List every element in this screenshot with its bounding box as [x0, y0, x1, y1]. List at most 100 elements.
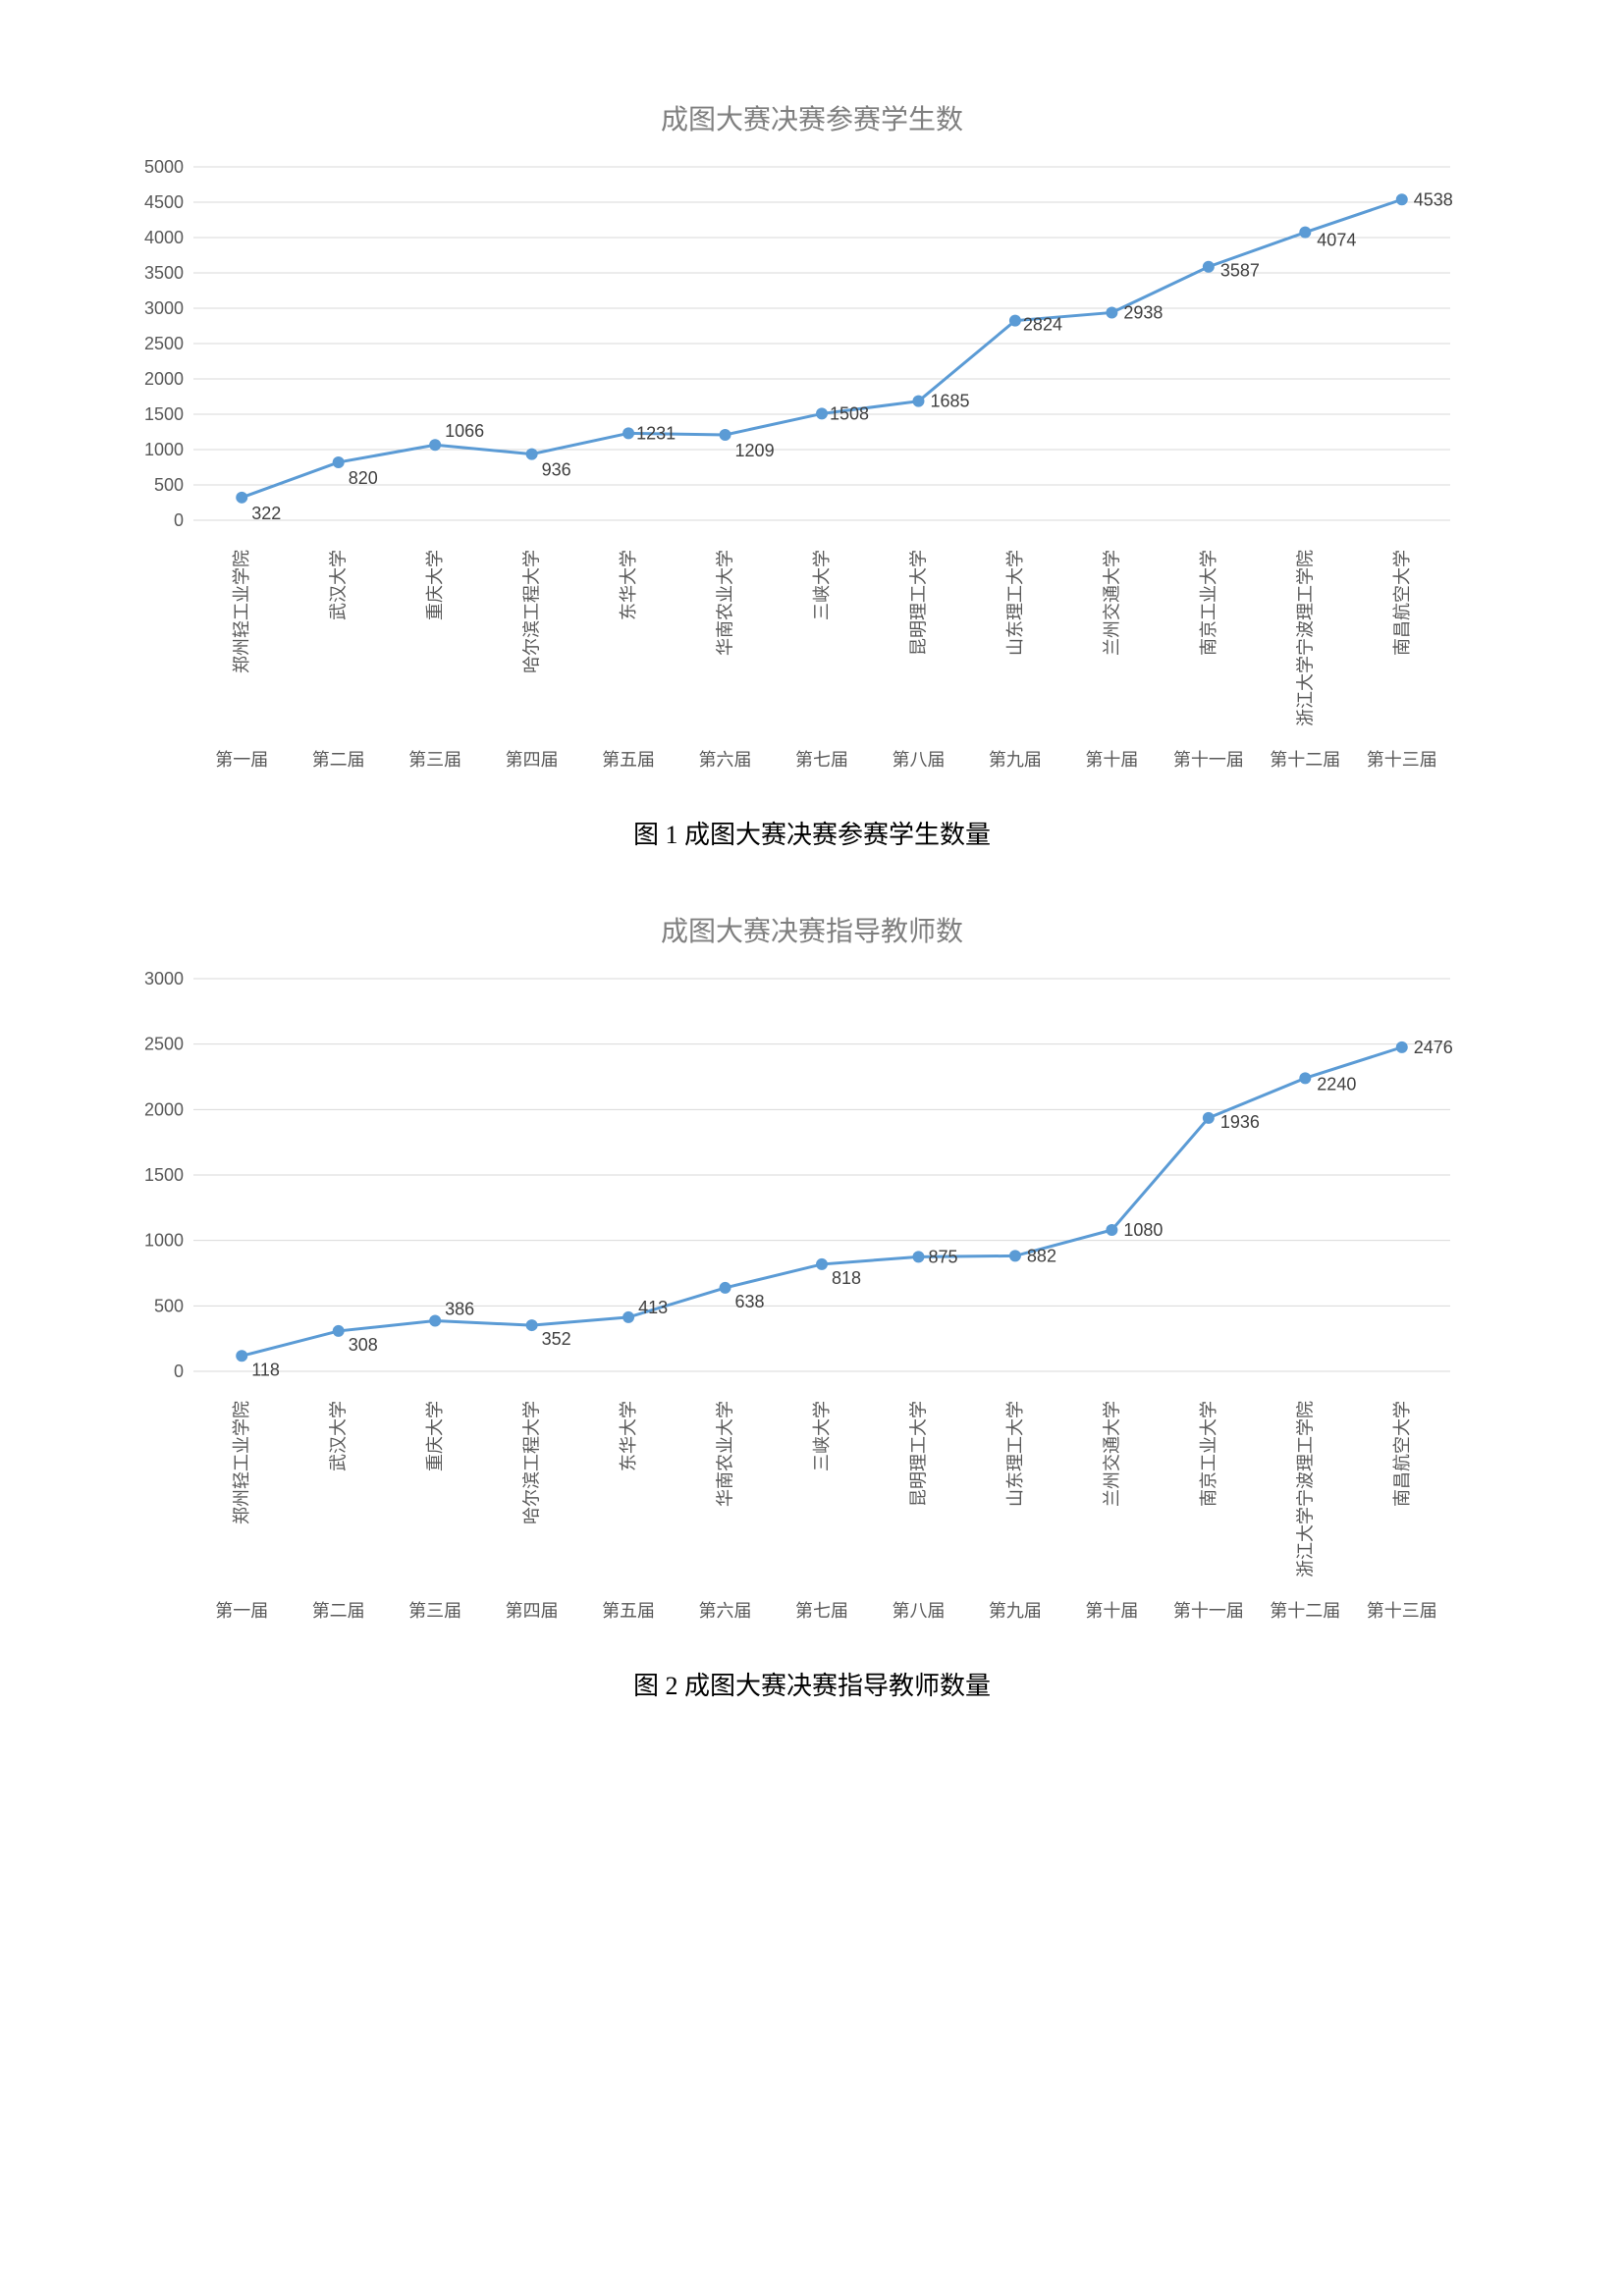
- x-bottom-label: 第三届: [408, 750, 461, 770]
- x-bottom-label: 第四届: [506, 750, 559, 770]
- data-marker: [526, 1319, 538, 1331]
- y-tick-label: 5000: [144, 157, 184, 177]
- x-vertical-label: 山东理工大学: [1005, 550, 1025, 656]
- x-bottom-label: 第二届: [312, 750, 365, 770]
- x-bottom-label: 第十届: [1085, 1601, 1138, 1621]
- data-label: 352: [542, 1329, 571, 1349]
- data-label: 308: [349, 1335, 378, 1355]
- y-tick-label: 500: [154, 475, 184, 495]
- y-tick-label: 2500: [144, 334, 184, 353]
- x-vertical-label: 昆明理工大学: [908, 1401, 928, 1507]
- y-tick-label: 1000: [144, 440, 184, 459]
- data-marker: [816, 1258, 828, 1270]
- data-label: 936: [542, 460, 571, 480]
- x-vertical-label: 东华大学: [619, 1401, 638, 1471]
- data-label: 1209: [735, 441, 775, 460]
- data-label: 386: [445, 1300, 474, 1319]
- y-tick-label: 0: [174, 510, 184, 530]
- series-line: [242, 199, 1402, 498]
- x-vertical-label: 华南农业大学: [716, 1401, 735, 1507]
- x-vertical-label: 南昌航空大学: [1392, 550, 1412, 656]
- y-tick-label: 1500: [144, 1165, 184, 1185]
- x-vertical-label: 郑州轻工业学院: [232, 1401, 251, 1524]
- data-label: 875: [928, 1247, 957, 1266]
- x-vertical-label: 郑州轻工业学院: [232, 550, 251, 673]
- x-bottom-label: 第一届: [215, 1601, 268, 1621]
- x-vertical-label: 重庆大学: [425, 1401, 445, 1471]
- data-label: 2938: [1123, 302, 1163, 322]
- data-marker: [1009, 1250, 1021, 1261]
- data-label: 820: [349, 468, 378, 488]
- chart2-svg: 0500100015002000250030001183083863524136…: [125, 969, 1499, 1636]
- data-label: 882: [1027, 1246, 1056, 1265]
- x-vertical-label: 重庆大学: [425, 550, 445, 620]
- x-vertical-label: 浙江大学宁波理工学院: [1295, 1401, 1315, 1577]
- data-label: 322: [251, 504, 281, 523]
- data-marker: [236, 1350, 247, 1362]
- y-tick-label: 1000: [144, 1231, 184, 1251]
- x-bottom-label: 第三届: [408, 1601, 461, 1621]
- x-bottom-label: 第八届: [892, 1601, 945, 1621]
- x-bottom-label: 第十三届: [1367, 750, 1437, 770]
- y-tick-label: 2000: [144, 369, 184, 389]
- x-vertical-label: 武汉大学: [329, 1401, 349, 1471]
- x-bottom-label: 第一届: [215, 750, 268, 770]
- x-bottom-label: 第二届: [312, 1601, 365, 1621]
- data-marker: [1203, 261, 1215, 273]
- data-label: 4074: [1317, 231, 1356, 250]
- x-vertical-label: 南京工业大学: [1199, 550, 1218, 656]
- x-bottom-label: 第七届: [795, 750, 848, 770]
- data-marker: [1299, 227, 1311, 239]
- data-marker: [912, 1251, 924, 1262]
- chart1-caption: 图 1 成图大赛决赛参赛学生数量: [118, 815, 1506, 851]
- chart2-title: 成图大赛决赛指导教师数: [118, 910, 1506, 949]
- data-marker: [429, 1315, 441, 1327]
- x-bottom-label: 第九届: [989, 1601, 1042, 1621]
- data-marker: [1396, 193, 1408, 205]
- y-tick-label: 2500: [144, 1035, 184, 1054]
- data-label: 1685: [930, 392, 969, 411]
- x-bottom-label: 第九届: [989, 750, 1042, 770]
- x-bottom-label: 第十二届: [1270, 1601, 1340, 1621]
- x-bottom-label: 第八届: [892, 750, 945, 770]
- data-label: 1066: [445, 421, 484, 441]
- data-label: 1936: [1220, 1112, 1260, 1132]
- y-tick-label: 3000: [144, 969, 184, 988]
- x-vertical-label: 三峡大学: [812, 550, 832, 620]
- x-bottom-label: 第五届: [602, 1601, 655, 1621]
- data-marker: [623, 427, 634, 439]
- data-label: 638: [735, 1292, 765, 1311]
- x-vertical-label: 兰州交通大学: [1102, 1401, 1121, 1507]
- data-marker: [236, 492, 247, 504]
- x-vertical-label: 武汉大学: [329, 550, 349, 620]
- data-label: 818: [832, 1268, 861, 1288]
- x-vertical-label: 三峡大学: [812, 1401, 832, 1471]
- x-bottom-label: 第七届: [795, 1601, 848, 1621]
- data-marker: [1106, 1224, 1117, 1236]
- x-bottom-label: 第十一届: [1173, 1601, 1244, 1621]
- y-tick-label: 0: [174, 1362, 184, 1381]
- data-marker: [912, 396, 924, 407]
- data-label: 413: [638, 1298, 668, 1317]
- data-label: 3587: [1220, 261, 1260, 281]
- y-tick-label: 500: [154, 1296, 184, 1315]
- chart2-block: 成图大赛决赛指导教师数 0500100015002000250030001183…: [118, 910, 1506, 1702]
- chart1-svg: 0500100015002000250030003500400045005000…: [125, 157, 1499, 785]
- data-label: 4538: [1414, 189, 1453, 209]
- x-bottom-label: 第十届: [1085, 750, 1138, 770]
- chart1-title: 成图大赛决赛参赛学生数: [118, 98, 1506, 137]
- data-marker: [720, 429, 731, 441]
- x-vertical-label: 哈尔滨工程大学: [522, 550, 542, 673]
- data-marker: [1009, 315, 1021, 327]
- data-label: 2240: [1317, 1074, 1356, 1094]
- data-marker: [429, 439, 441, 451]
- y-tick-label: 1500: [144, 404, 184, 424]
- y-tick-label: 4500: [144, 192, 184, 212]
- chart2-caption: 图 2 成图大赛决赛指导教师数量: [118, 1666, 1506, 1702]
- series-line: [242, 1047, 1402, 1356]
- x-bottom-label: 第四届: [506, 1601, 559, 1621]
- data-marker: [623, 1311, 634, 1323]
- data-marker: [1396, 1041, 1408, 1053]
- x-bottom-label: 第十一届: [1173, 750, 1244, 770]
- data-label: 1231: [636, 423, 676, 443]
